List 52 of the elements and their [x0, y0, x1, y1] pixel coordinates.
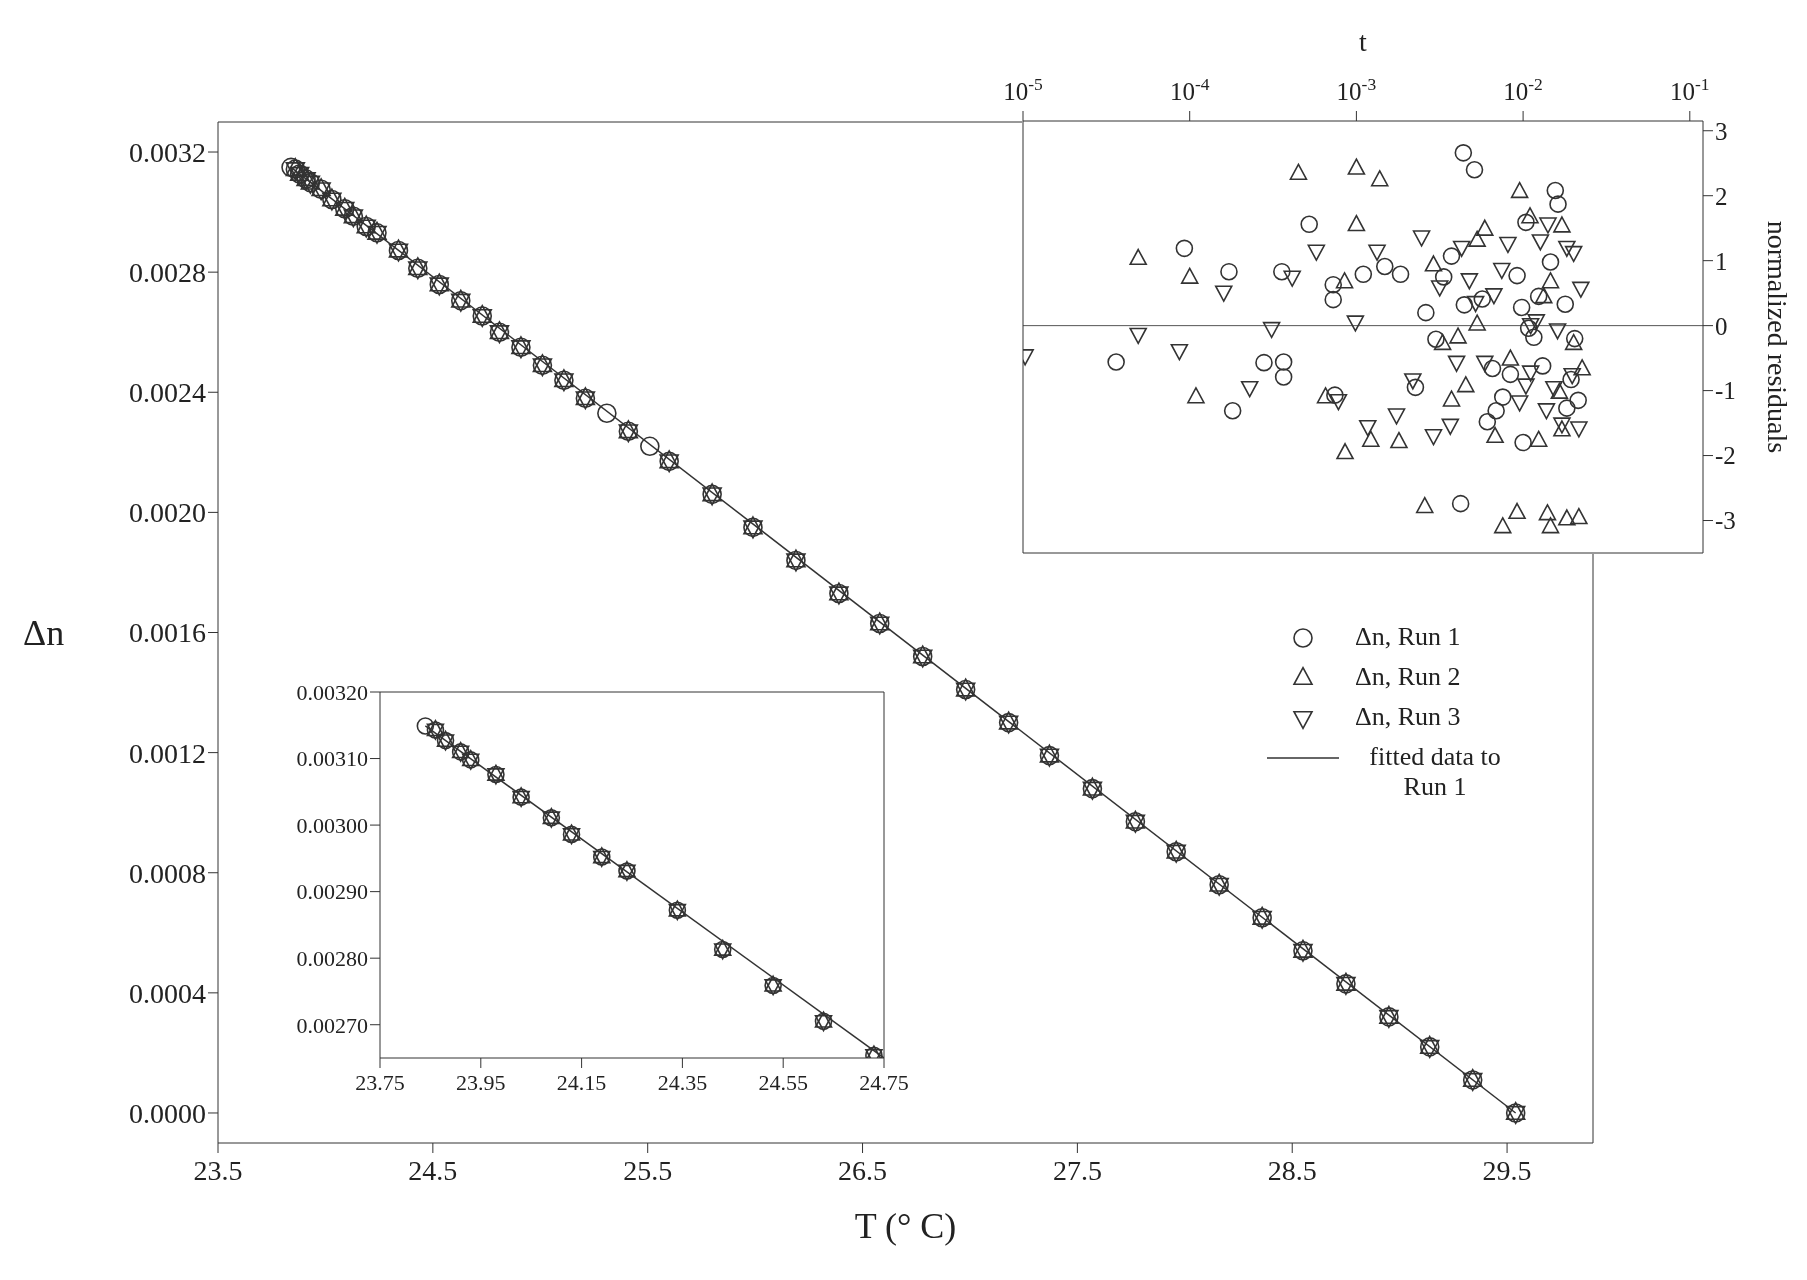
- y-tick-label: 0.0024: [129, 377, 206, 409]
- y-tick-label: -3: [1715, 507, 1736, 535]
- y-tick-label: 0.0020: [129, 497, 206, 529]
- y-tick-label: 0.0032: [129, 136, 206, 168]
- x-axis-title: T (° C): [854, 1206, 957, 1246]
- x-tick-label: 10$^{-3}$: [1336, 74, 1377, 106]
- y-tick-label: 0.0000: [129, 1097, 206, 1129]
- y-tick-label: 0.0016: [129, 617, 206, 649]
- y-tick-label: 0.0008: [129, 857, 206, 889]
- y-tick-label: 0.0012: [129, 737, 206, 769]
- point: [640, 436, 660, 457]
- x-tick-label: 23.5: [193, 1155, 243, 1187]
- x-tick-label: 24.55: [758, 1069, 808, 1095]
- x-tick-label: 10$^{-1}$: [1670, 74, 1710, 106]
- x-tick-label: 24.35: [657, 1069, 708, 1095]
- x-tick-label: 24.15: [556, 1069, 607, 1095]
- y-axis-title: Δn: [23, 613, 65, 654]
- point: [281, 157, 301, 178]
- y-tick-label: 1: [1715, 247, 1728, 275]
- y-tick-label: 0.0004: [129, 977, 206, 1009]
- x-tick-label: 29.5: [1482, 1155, 1532, 1187]
- x-tick-label: 28.5: [1267, 1155, 1317, 1187]
- x-tick-label: 10$^{-2}$: [1503, 74, 1543, 106]
- y-tick-label: 3: [1715, 117, 1728, 145]
- y-tick-label: 0.00290: [296, 879, 368, 905]
- y-tick-label: 0.00270: [296, 1012, 368, 1038]
- y-axis-title: normalized residuals: [1762, 220, 1794, 454]
- legend-label: fitted data to Run 1: [1368, 742, 1502, 803]
- y-tick-label: 2: [1715, 182, 1728, 210]
- y-tick-label: -2: [1715, 442, 1736, 470]
- y-tick-label: 0.00310: [296, 746, 368, 772]
- y-tick-label: 0.00320: [296, 679, 368, 705]
- y-tick-label: 0.00280: [296, 945, 368, 971]
- y-tick-label: 0: [1715, 312, 1728, 340]
- x-tick-label: 24.75: [859, 1069, 909, 1095]
- point: [597, 403, 617, 424]
- legend-label: Δn, Run 2: [1355, 662, 1462, 693]
- x-tick-label: 24.5: [408, 1155, 458, 1187]
- x-axis-title: t: [1359, 25, 1368, 57]
- x-tick-label: 27.5: [1052, 1155, 1102, 1187]
- y-tick-label: 0.00300: [296, 812, 368, 838]
- legend-label: Δn, Run 3: [1355, 702, 1462, 733]
- y-tick-label: -1: [1715, 377, 1736, 405]
- x-tick-label: 10$^{-4}$: [1169, 74, 1210, 106]
- x-tick-label: 10$^{-5}$: [1003, 74, 1044, 106]
- point: [416, 717, 435, 735]
- y-tick-label: 0.0028: [129, 257, 206, 289]
- x-tick-label: 23.75: [355, 1069, 405, 1095]
- x-tick-label: 26.5: [838, 1155, 888, 1187]
- legend-label: Δn, Run 1: [1355, 622, 1462, 653]
- x-tick-label: 25.5: [623, 1155, 673, 1187]
- x-tick-label: 23.95: [456, 1069, 506, 1095]
